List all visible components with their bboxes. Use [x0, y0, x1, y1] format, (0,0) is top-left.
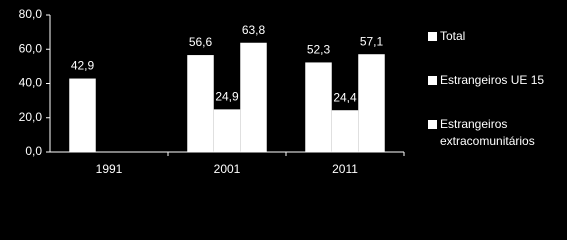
value-label: 52,3	[307, 43, 331, 57]
x-tick-label: 2011	[332, 162, 358, 176]
y-tick-label: 80,0	[19, 7, 43, 21]
legend-item: Total	[424, 28, 564, 72]
legend-item: Estrangeiros extracomunitários	[424, 116, 564, 160]
y-tick-label: 60,0	[19, 41, 43, 55]
y-tick-label: 20,0	[19, 110, 43, 124]
value-label: 42,9	[71, 59, 95, 73]
value-label: 24,9	[215, 90, 239, 104]
legend-swatch	[428, 76, 437, 85]
value-label: 56,6	[189, 35, 213, 49]
bar	[240, 42, 267, 152]
x-tick-label: 2001	[214, 162, 241, 176]
value-label: 63,8	[242, 23, 266, 37]
bar	[69, 78, 96, 152]
legend-swatch	[428, 120, 437, 129]
chart: 0,0 20,0 40,0 60,0 80,0 1991 42,9 2001 56,6 24,9 6…	[18, 7, 564, 177]
value-label: 24,4	[333, 90, 357, 104]
bar	[305, 62, 332, 152]
bar	[187, 55, 214, 153]
y-tick-label: 0,0	[25, 144, 42, 158]
legend-label: Estrangeiros extracomunitários	[440, 117, 535, 148]
bar	[213, 109, 241, 152]
y-tick-label: 40,0	[19, 76, 43, 90]
x-tick-label: 1991	[96, 162, 123, 176]
bar	[358, 54, 385, 153]
value-label: 57,1	[360, 34, 384, 48]
bar	[331, 110, 359, 152]
legend-swatch	[428, 32, 437, 41]
plot: 0,0 20,0 40,0 60,0 80,0 1991 42,9 2001 56,6 24,9 6…	[19, 7, 405, 176]
legend: Total Estrangeiros UE 15 Estrangeiros extr…	[424, 28, 564, 160]
legend-label: Estrangeiros UE 15	[440, 73, 545, 87]
legend-label: Total	[440, 29, 466, 43]
legend-item: Estrangeiros UE 15	[424, 72, 564, 116]
